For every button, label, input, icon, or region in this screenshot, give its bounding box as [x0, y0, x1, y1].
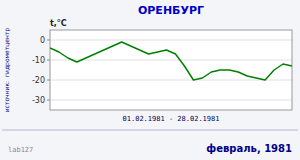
plot-area: [50, 30, 292, 110]
grid-line: [50, 60, 292, 61]
grid-line: [50, 80, 292, 81]
tick-label: -10: [32, 56, 45, 65]
annotation: lab127: [8, 146, 33, 154]
title: ОРЕНБУРГ: [138, 4, 204, 17]
chart: 0 -10 -20 -30 ОРЕНБУРГ t,°C 01.02.1981 - 28.02…: [0, 0, 300, 160]
series-group: [50, 42, 292, 80]
y-label: t,°C: [50, 19, 67, 28]
tick-label: 0: [40, 36, 45, 45]
background: [0, 0, 300, 160]
line: [50, 42, 292, 80]
tick-label: -20: [32, 76, 45, 85]
tick-label: -30: [32, 96, 45, 105]
annotation: источник: гидрометцентр: [3, 28, 11, 113]
grid-line: [50, 40, 292, 41]
x-label: 01.02.1981 - 28.02.1981: [123, 115, 220, 123]
grid-line: [50, 100, 292, 101]
annotation: февраль, 1981: [206, 143, 292, 154]
plot-frame: [50, 30, 292, 110]
separator: [2, 130, 298, 131]
